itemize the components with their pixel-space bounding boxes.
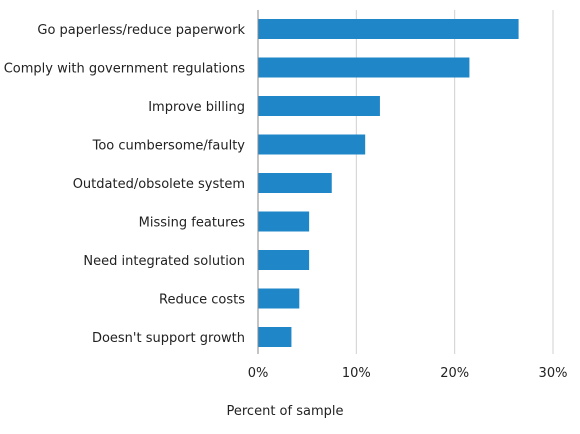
bar-go-paperless-reduce-paperwork <box>258 19 519 39</box>
category-label-need-integrated-solution: Need integrated solution <box>83 254 245 269</box>
category-label-go-paperless-reduce-paperwork: Go paperless/reduce paperwork <box>37 23 245 38</box>
x-tick-label-20: 20% <box>440 366 469 381</box>
category-label-missing-features: Missing features <box>139 216 246 231</box>
category-label-doesn-t-support-growth: Doesn't support growth <box>92 331 245 346</box>
bar-comply-with-government-regulations <box>258 57 470 78</box>
bar-improve-billing <box>258 96 380 116</box>
category-label-reduce-costs: Reduce costs <box>159 293 245 308</box>
bars <box>258 19 519 347</box>
x-tick-label-10: 10% <box>342 366 371 381</box>
x-tick-labels: 0% 10% 20% 30% <box>248 366 568 381</box>
category-label-too-cumbersome-faulty: Too cumbersome/faulty <box>92 139 246 154</box>
category-labels: Go paperless/reduce paperwork Comply with… <box>4 23 246 346</box>
x-tick-label-30: 30% <box>539 366 568 381</box>
bar-outdated-obsolete-system <box>258 173 332 193</box>
x-axis-title: Percent of sample <box>227 404 344 419</box>
category-label-improve-billing: Improve billing <box>148 100 245 115</box>
category-label-outdated-obsolete-system: Outdated/obsolete system <box>73 177 245 192</box>
bar-need-integrated-solution <box>258 250 310 270</box>
bar-missing-features <box>258 211 310 232</box>
x-tick-label-0: 0% <box>248 366 269 381</box>
category-label-comply-with-government-regulations: Comply with government regulations <box>4 62 246 77</box>
bar-too-cumbersome-faulty <box>258 134 366 155</box>
bar-reduce-costs <box>258 288 300 309</box>
bar-doesn-t-support-growth <box>258 327 292 347</box>
